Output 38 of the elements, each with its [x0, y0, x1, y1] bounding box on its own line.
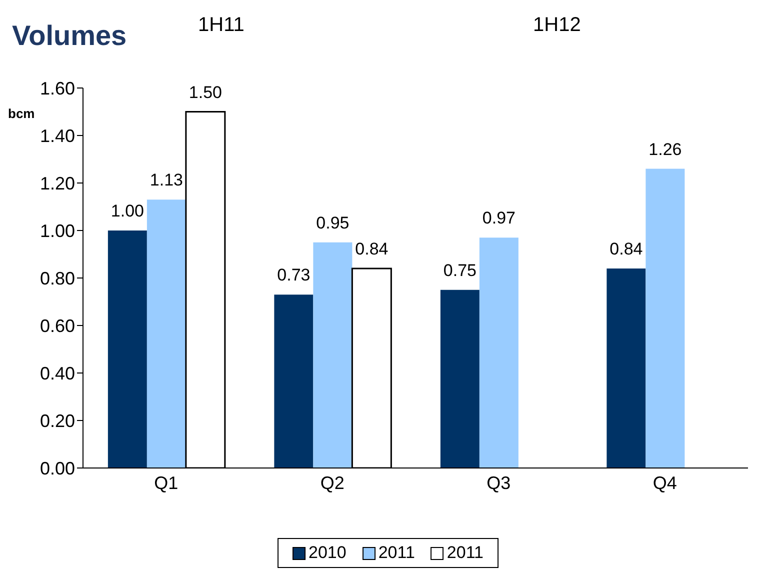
legend-label: 2010 [308, 543, 346, 563]
text: 1H11 [198, 14, 244, 37]
data-label: 0.84 [355, 240, 388, 258]
y-tick-label: 1.20 [40, 173, 75, 194]
y-tick-label: 1.00 [40, 220, 75, 241]
y-tick-label: 0.00 [40, 458, 75, 478]
bar [274, 294, 314, 468]
data-label: 0.97 [482, 208, 516, 228]
legend-label: 2011 [446, 543, 484, 563]
x-tick-label: Q3 [486, 472, 511, 493]
data-label: 1.00 [110, 202, 144, 220]
chart-title: Volumes [12, 20, 127, 52]
data-label: 0.84 [610, 240, 643, 258]
bar [479, 238, 518, 468]
data-label: 1.50 [188, 82, 222, 102]
text: 1H12 [533, 14, 581, 37]
data-label: 0.75 [443, 260, 476, 280]
x-tick-label: Q4 [652, 472, 677, 493]
y-tick-label: 0.20 [40, 410, 75, 431]
bar [440, 290, 480, 468]
bar [646, 168, 685, 468]
y-tick-label: 0.60 [40, 316, 75, 336]
x-tick-label: Q2 [320, 472, 344, 493]
y-tick-label: 1.40 [40, 126, 75, 146]
y-axis-title: bcm [8, 106, 35, 121]
x-tick-label: Q1 [154, 472, 178, 493]
bar [108, 230, 147, 468]
y-tick-label: 0.80 [40, 268, 75, 288]
data-label: 1.13 [150, 170, 183, 190]
data-label: 1.26 [648, 140, 682, 159]
data-label: 0.95 [316, 213, 350, 232]
legend-label: 2011 [377, 543, 415, 563]
bar [146, 200, 186, 468]
y-tick-label: 1.60 [40, 78, 75, 98]
y-tick-label: 0.40 [40, 363, 75, 384]
bar [606, 268, 646, 468]
data-label: 0.73 [277, 266, 310, 285]
bar [313, 242, 352, 468]
